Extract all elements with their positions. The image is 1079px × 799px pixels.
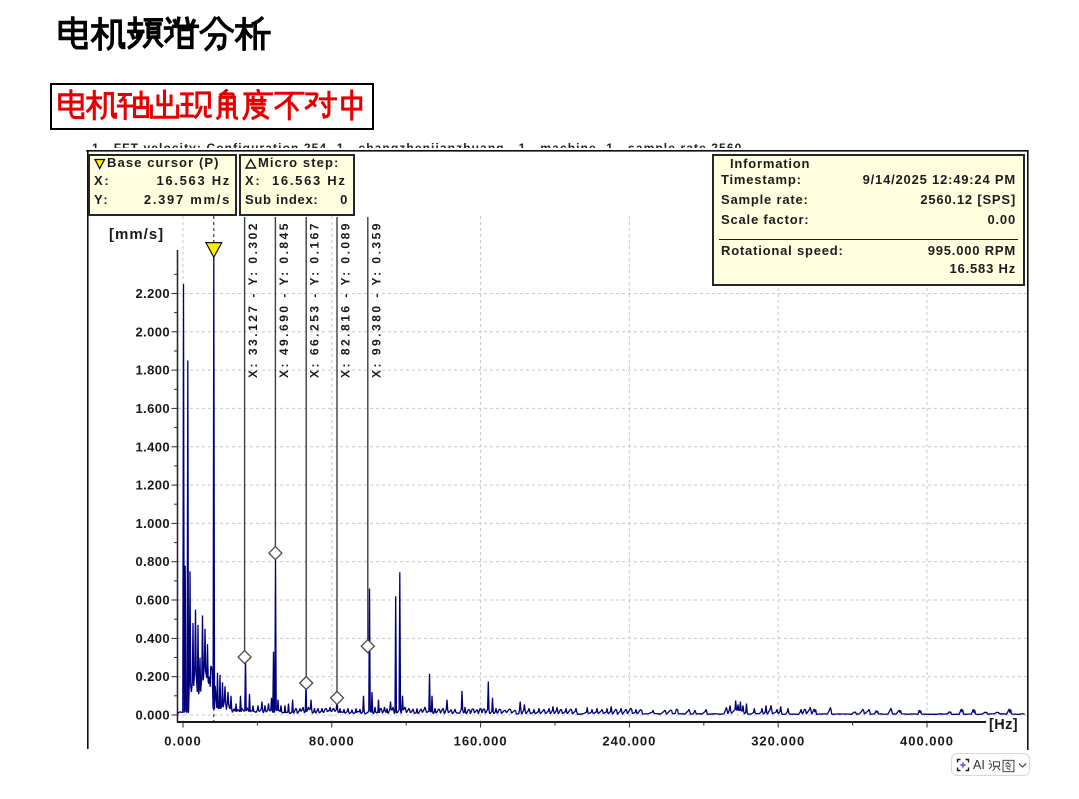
svg-text:0.600: 0.600 bbox=[135, 593, 170, 608]
svg-text:X: 99.380 - Y: 0.359: X: 99.380 - Y: 0.359 bbox=[369, 221, 383, 378]
svg-text:0.000: 0.000 bbox=[135, 708, 170, 723]
svg-text:0.000: 0.000 bbox=[164, 734, 202, 749]
svg-text:1.600: 1.600 bbox=[135, 401, 170, 416]
svg-text:0.400: 0.400 bbox=[135, 631, 170, 646]
svg-text:0.200: 0.200 bbox=[135, 669, 170, 684]
svg-text:[Hz]: [Hz] bbox=[989, 717, 1018, 733]
svg-text:80.000: 80.000 bbox=[309, 734, 355, 749]
svg-text:X: 82.816 - Y: 0.089: X: 82.816 - Y: 0.089 bbox=[339, 221, 353, 378]
svg-text:0.800: 0.800 bbox=[135, 554, 170, 569]
svg-text:1.800: 1.800 bbox=[135, 363, 170, 378]
svg-text:2.200: 2.200 bbox=[135, 286, 170, 301]
svg-text:X: 33.127 - Y: 0.302: X: 33.127 - Y: 0.302 bbox=[246, 221, 260, 378]
svg-text:1.400: 1.400 bbox=[135, 439, 170, 454]
svg-text:240.000: 240.000 bbox=[602, 734, 656, 749]
svg-text:1.000: 1.000 bbox=[135, 516, 170, 531]
svg-text:1.200: 1.200 bbox=[135, 478, 170, 493]
svg-text:X: 66.253 - Y: 0.167: X: 66.253 - Y: 0.167 bbox=[308, 221, 322, 378]
svg-text:320.000: 320.000 bbox=[751, 734, 805, 749]
svg-text:X: 49.690 - Y: 0.845: X: 49.690 - Y: 0.845 bbox=[277, 221, 291, 378]
svg-text:2.000: 2.000 bbox=[135, 324, 170, 339]
svg-text:[mm/s]: [mm/s] bbox=[109, 226, 164, 243]
svg-text:400.000: 400.000 bbox=[900, 734, 954, 749]
svg-text:160.000: 160.000 bbox=[454, 734, 508, 749]
